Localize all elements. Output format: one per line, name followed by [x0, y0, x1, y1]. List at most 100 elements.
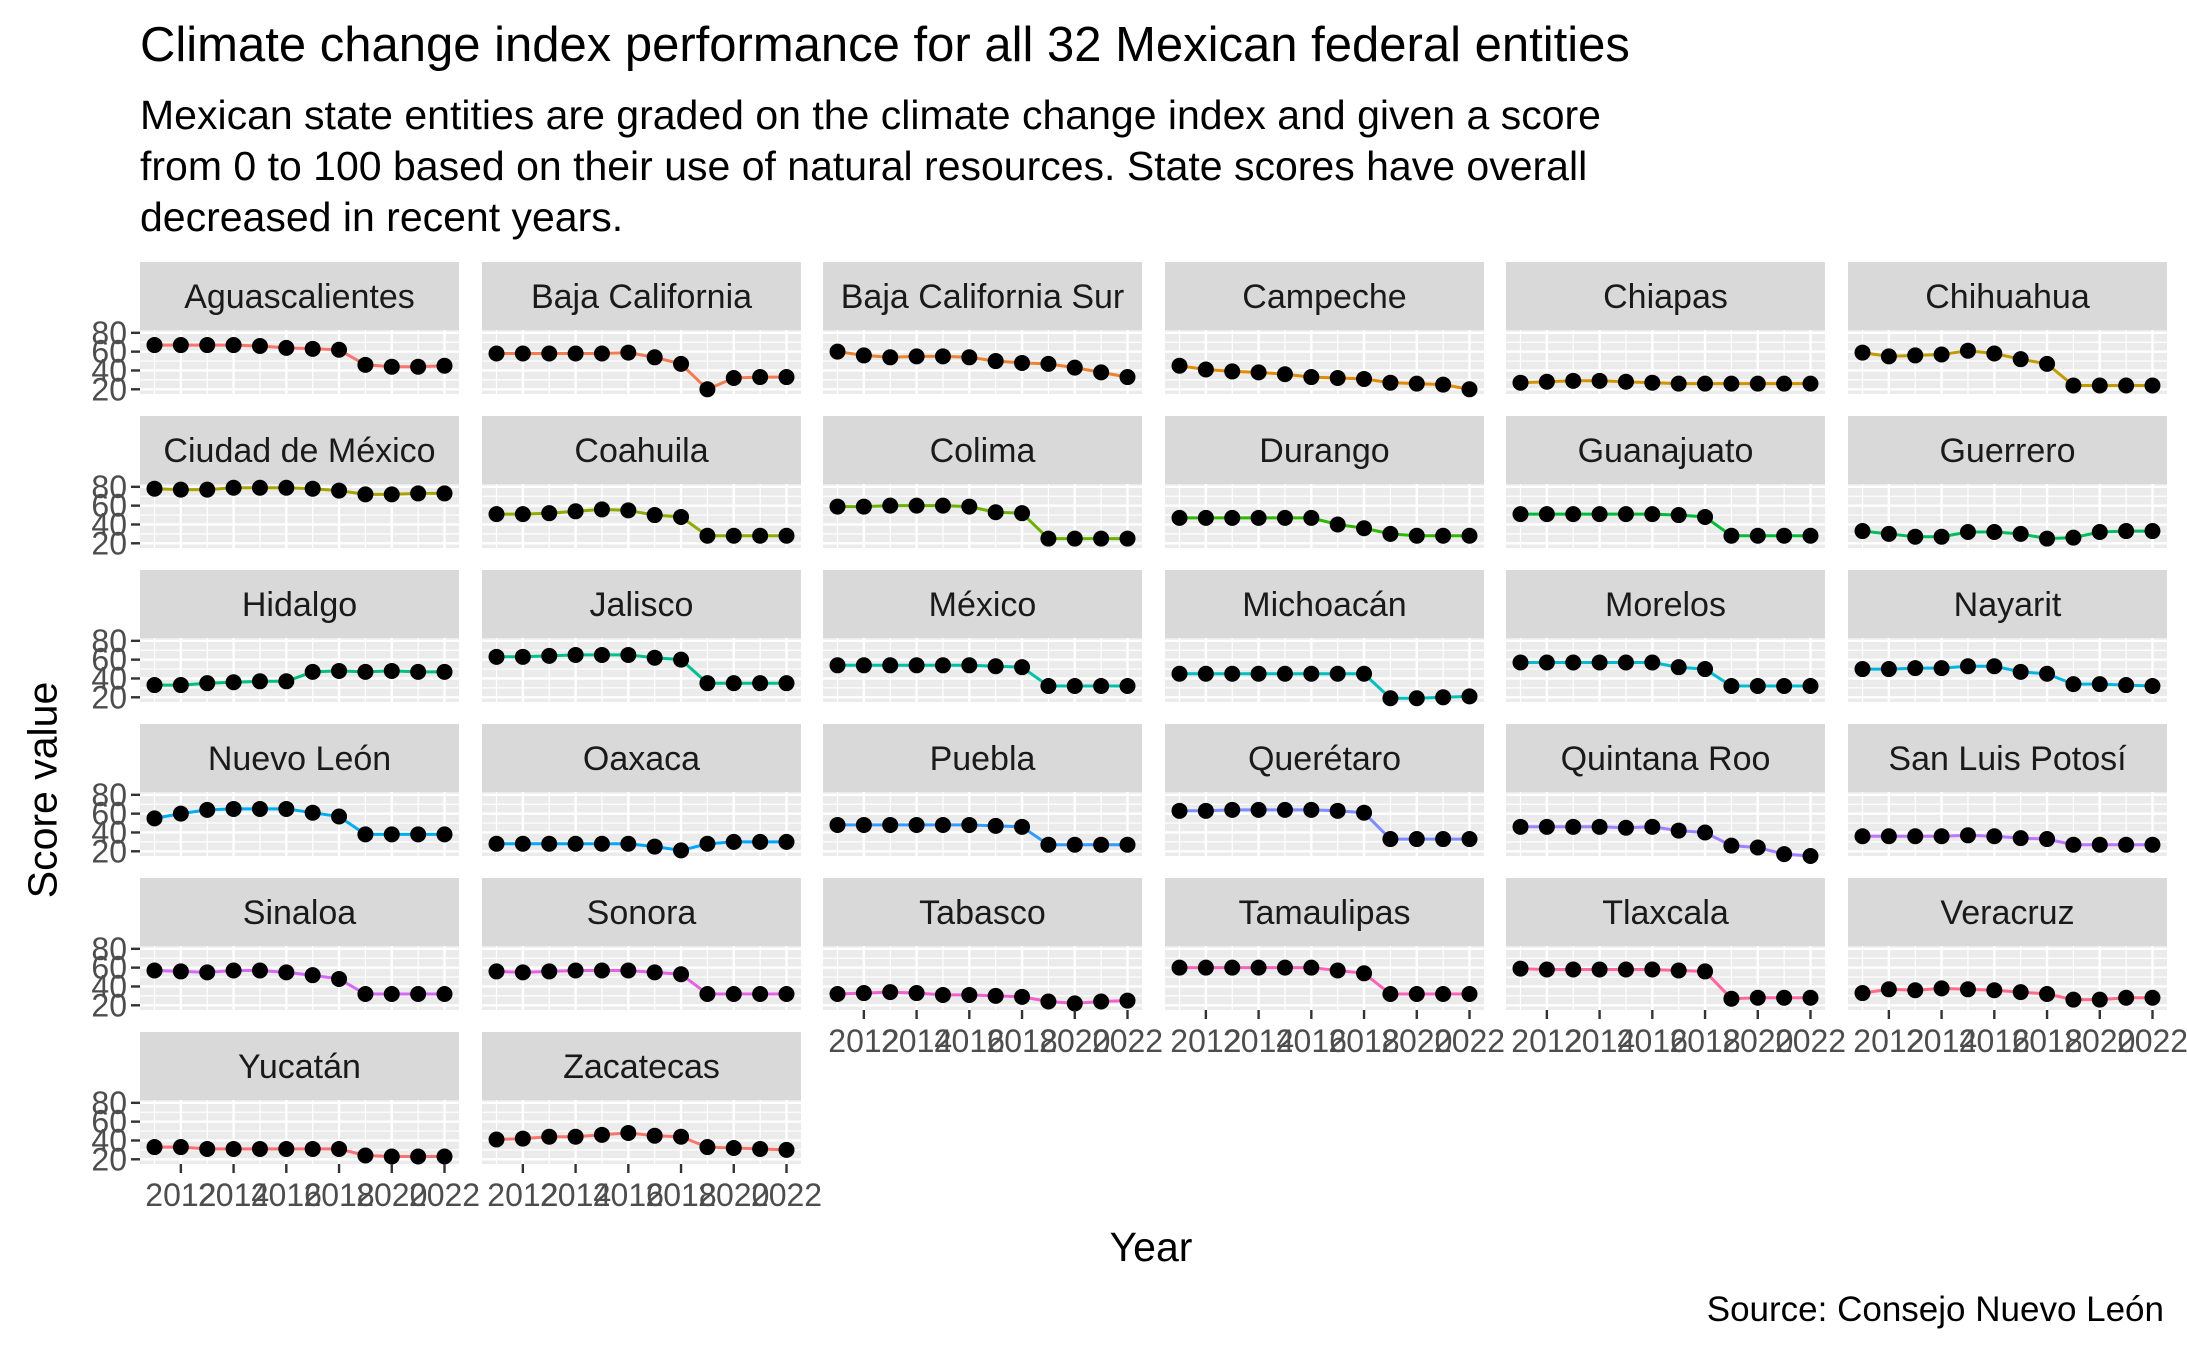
data-point — [2091, 836, 2108, 853]
data-point — [2091, 991, 2108, 1008]
data-point — [1382, 831, 1399, 848]
data-point — [567, 345, 584, 362]
facet-strip-label: Baja California — [531, 278, 752, 316]
data-point — [1093, 530, 1110, 547]
data-point — [2091, 676, 2108, 693]
data-point — [1617, 961, 1634, 978]
facet-strip — [482, 262, 801, 330]
x-tick-label: 2020 — [356, 1177, 427, 1213]
facet-strip — [1165, 878, 1484, 946]
data-point — [1303, 959, 1320, 976]
facet-strip-label: Querétaro — [1248, 740, 1401, 778]
data-point — [2039, 831, 2056, 848]
facet-strip — [482, 1032, 801, 1100]
facet-strip — [823, 570, 1142, 638]
data-point — [304, 663, 321, 680]
data-point — [593, 345, 610, 362]
data-point — [1014, 505, 1031, 522]
data-point — [593, 962, 610, 979]
data-point — [1435, 831, 1452, 848]
data-point — [778, 369, 795, 386]
x-tick-label: 2022 — [2117, 1023, 2187, 1059]
facet-strip — [1848, 878, 2167, 946]
data-point — [987, 504, 1004, 521]
data-point — [488, 506, 505, 523]
data-point — [436, 663, 453, 680]
data-point — [1435, 986, 1452, 1002]
data-point — [2118, 523, 2135, 540]
data-point — [620, 646, 637, 663]
data-point — [1986, 524, 2003, 540]
data-point — [225, 674, 242, 691]
x-tick-label: 2020 — [1039, 1023, 1110, 1059]
data-point — [829, 657, 846, 674]
data-point — [1749, 375, 1766, 392]
data-point — [961, 657, 978, 674]
panel-background — [823, 638, 1142, 702]
data-point — [251, 962, 268, 979]
data-point — [1644, 374, 1661, 391]
data-point — [1119, 678, 1136, 694]
data-point — [752, 833, 769, 850]
data-point — [1617, 819, 1634, 836]
data-point — [1617, 506, 1634, 523]
data-point — [961, 349, 978, 366]
y-tick-label: 20 — [91, 679, 127, 715]
data-point — [410, 986, 427, 1002]
data-point — [1171, 959, 1188, 976]
data-point — [1802, 848, 1819, 864]
data-point — [1276, 665, 1293, 682]
data-point — [146, 962, 163, 979]
data-point — [987, 658, 1004, 675]
x-tick-label: 2018 — [1669, 1023, 1740, 1059]
data-point — [225, 962, 242, 979]
data-point — [1776, 527, 1793, 544]
data-point — [278, 479, 295, 496]
data-point — [1591, 372, 1608, 389]
data-point — [1565, 372, 1582, 389]
data-point — [225, 479, 242, 496]
y-tick-label: 60 — [91, 950, 127, 986]
data-point — [699, 527, 716, 544]
data-point — [172, 481, 189, 498]
data-point — [1723, 837, 1740, 854]
y-tick-label: 60 — [91, 1104, 127, 1140]
data-point — [725, 1140, 742, 1156]
data-point — [1040, 993, 1057, 1010]
data-point — [304, 1140, 321, 1157]
data-point — [1749, 527, 1766, 544]
y-tick-label: 80 — [91, 931, 127, 967]
data-point — [2012, 663, 2029, 680]
data-point — [2144, 678, 2161, 694]
facet-strip-label: Sonora — [587, 894, 697, 932]
data-point — [1303, 665, 1320, 682]
panel-background — [1165, 792, 1484, 856]
data-point — [1538, 654, 1555, 671]
facet-strip — [1848, 570, 2167, 638]
x-tick-label: 2018 — [1328, 1023, 1399, 1059]
facet-strip-label: Oaxaca — [583, 740, 700, 778]
data-point — [2039, 355, 2056, 372]
panel-background — [482, 484, 801, 548]
data-point — [567, 962, 584, 979]
data-point — [1644, 961, 1661, 978]
facet-strip-label: Morelos — [1605, 586, 1726, 624]
data-point — [620, 962, 637, 979]
panel-background — [1506, 946, 1825, 1010]
data-point — [146, 810, 163, 827]
data-point — [1776, 989, 1793, 1006]
panel-background — [1165, 484, 1484, 548]
x-tick-label: 2012 — [1853, 1023, 1924, 1059]
data-point — [987, 353, 1004, 370]
data-point — [2065, 377, 2082, 394]
facet-strip — [823, 416, 1142, 484]
facet-strip — [1165, 570, 1484, 638]
data-point — [1933, 346, 1950, 363]
data-point — [331, 482, 348, 499]
data-point — [1224, 801, 1241, 818]
data-point — [567, 835, 584, 852]
data-point — [199, 481, 216, 498]
data-point — [620, 835, 637, 852]
data-point — [383, 986, 400, 1002]
data-point — [1591, 654, 1608, 671]
